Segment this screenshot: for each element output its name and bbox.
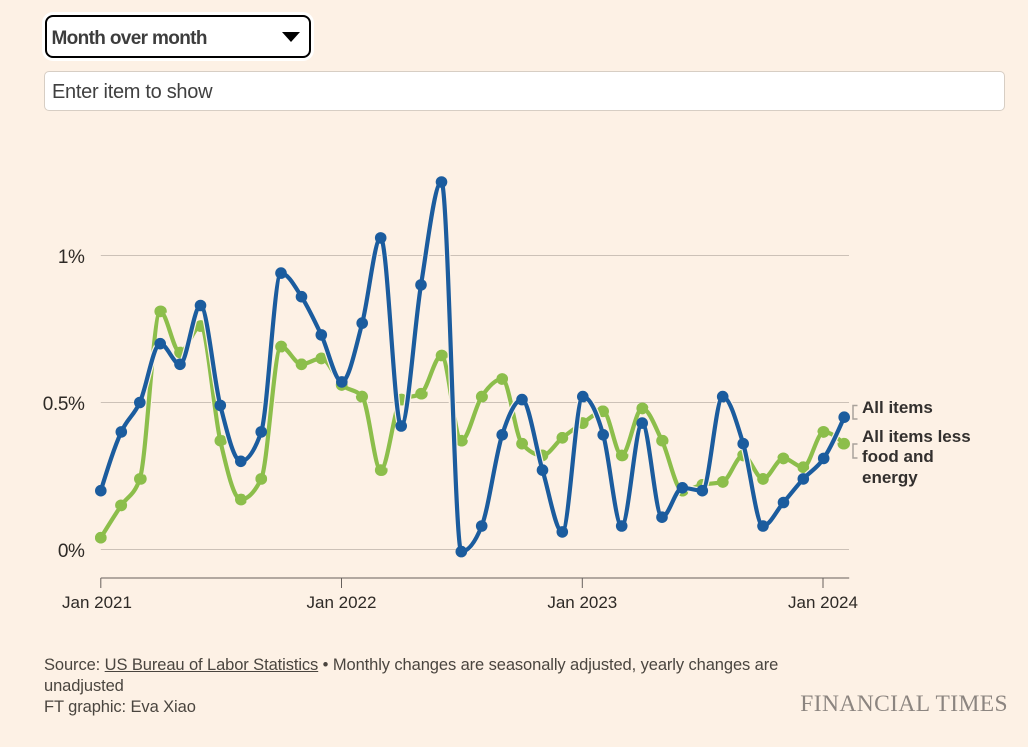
svg-text:Jan 2024: Jan 2024	[788, 593, 858, 612]
svg-text:1%: 1%	[58, 247, 85, 268]
svg-text:Jan 2021: Jan 2021	[62, 593, 132, 612]
svg-text:0%: 0%	[58, 541, 85, 562]
svg-text:0.5%: 0.5%	[43, 394, 85, 415]
svg-text:Jan 2022: Jan 2022	[307, 593, 377, 612]
svg-text:Jan 2023: Jan 2023	[547, 593, 617, 612]
